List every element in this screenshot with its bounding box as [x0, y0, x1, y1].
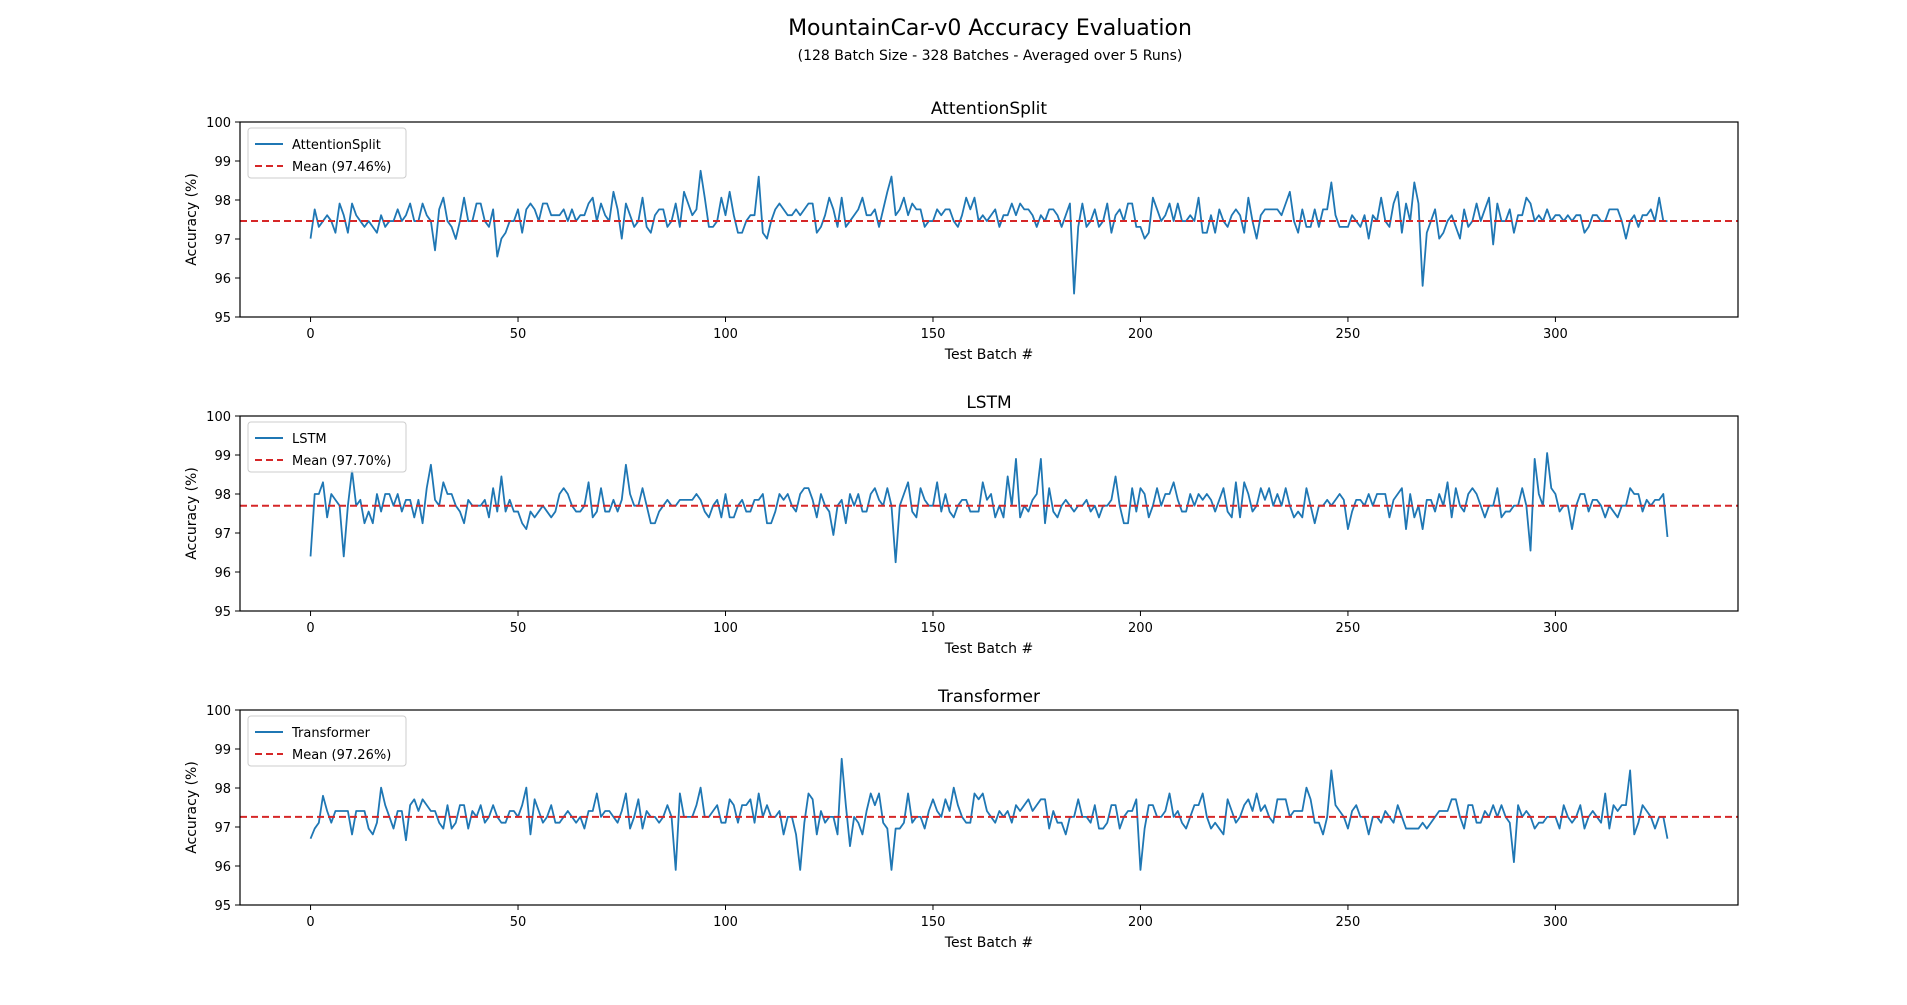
x-tick-label: 300 [1543, 621, 1568, 636]
x-tick-label: 100 [713, 327, 738, 342]
x-tick-label: 300 [1543, 915, 1568, 930]
legend-box [247, 127, 407, 179]
x-tick-label: 250 [1336, 327, 1361, 342]
y-tick-label: 96 [214, 272, 231, 287]
x-tick-label: 300 [1543, 327, 1568, 342]
chart-title: Transformer [937, 687, 1040, 707]
x-tick-label: 0 [306, 327, 314, 342]
y-tick-label: 99 [214, 743, 231, 758]
legend: AttentionSplit Mean (97.46%) [247, 127, 407, 179]
chart-panel-1: AttentionSplit 0 50 100 150 200 250 300 95 96 97 98… [184, 99, 1739, 363]
x-axis-label: Test Batch # [944, 641, 1033, 657]
x-tick-label: 50 [510, 621, 527, 636]
y-tick-label: 99 [214, 155, 231, 170]
legend-label: AttentionSplit [292, 138, 381, 153]
series-line [309, 757, 1669, 871]
plot-frame [239, 415, 1739, 612]
chart-panels: AttentionSplit 0 50 100 150 200 250 300 95 96 97 98… [184, 99, 1739, 951]
legend-label: Mean (97.70%) [292, 454, 391, 469]
chart-panel-2: LSTM 0 50 100 150 200 250 300 95 96 97 98 99 100 Test … [184, 393, 1739, 657]
x-tick-label: 100 [713, 915, 738, 930]
y-tick-label: 98 [214, 782, 231, 797]
chart-title: LSTM [966, 393, 1011, 413]
legend-label: LSTM [292, 432, 327, 447]
y-tick-label: 97 [214, 527, 231, 542]
figure-title: MountainCar-v0 Accuracy Evaluation [788, 16, 1192, 41]
y-tick-label: 95 [214, 605, 231, 620]
y-axis-label: Accuracy (%) [184, 467, 200, 560]
legend-box [247, 715, 407, 767]
y-axis-label: Accuracy (%) [184, 761, 200, 854]
legend: LSTM Mean (97.70%) [247, 421, 407, 473]
x-tick-label: 200 [1128, 915, 1153, 930]
series-line [309, 169, 1668, 295]
x-tick-label: 250 [1336, 621, 1361, 636]
y-tick-label: 98 [214, 488, 231, 503]
y-tick-label: 98 [214, 194, 231, 209]
series-line [309, 452, 1669, 564]
plot-frame [239, 709, 1739, 906]
legend-box [247, 421, 407, 473]
y-tick-label: 100 [206, 410, 231, 425]
x-tick-label: 150 [921, 621, 946, 636]
x-axis-label: Test Batch # [944, 347, 1033, 363]
x-tick-label: 250 [1336, 915, 1361, 930]
x-axis-label: Test Batch # [944, 935, 1033, 951]
y-tick-label: 96 [214, 566, 231, 581]
legend-label: Mean (97.26%) [292, 748, 391, 763]
y-tick-label: 97 [214, 233, 231, 248]
legend: Transformer Mean (97.26%) [247, 715, 407, 767]
x-tick-label: 50 [510, 327, 527, 342]
x-tick-label: 50 [510, 915, 527, 930]
x-tick-label: 100 [713, 621, 738, 636]
chart-title: AttentionSplit [931, 99, 1047, 119]
legend-label: Transformer [291, 726, 371, 741]
y-tick-label: 100 [206, 704, 231, 719]
x-tick-label: 200 [1128, 621, 1153, 636]
y-tick-label: 95 [214, 311, 231, 326]
y-tick-label: 97 [214, 821, 231, 836]
x-tick-label: 150 [921, 915, 946, 930]
legend-label: Mean (97.46%) [292, 160, 391, 175]
x-tick-label: 0 [306, 621, 314, 636]
y-tick-label: 95 [214, 899, 231, 914]
x-tick-label: 200 [1128, 327, 1153, 342]
y-tick-label: 96 [214, 860, 231, 875]
y-tick-label: 99 [214, 449, 231, 464]
x-tick-label: 0 [306, 915, 314, 930]
plot-frame [239, 121, 1739, 318]
y-tick-label: 100 [206, 116, 231, 131]
chart-panel-3: Transformer 0 50 100 150 200 250 300 95 96 97 98 99 1… [184, 687, 1739, 951]
y-axis-label: Accuracy (%) [184, 173, 200, 266]
figure-subtitle: (128 Batch Size - 328 Batches - Averaged… [798, 48, 1183, 64]
x-tick-label: 150 [921, 327, 946, 342]
